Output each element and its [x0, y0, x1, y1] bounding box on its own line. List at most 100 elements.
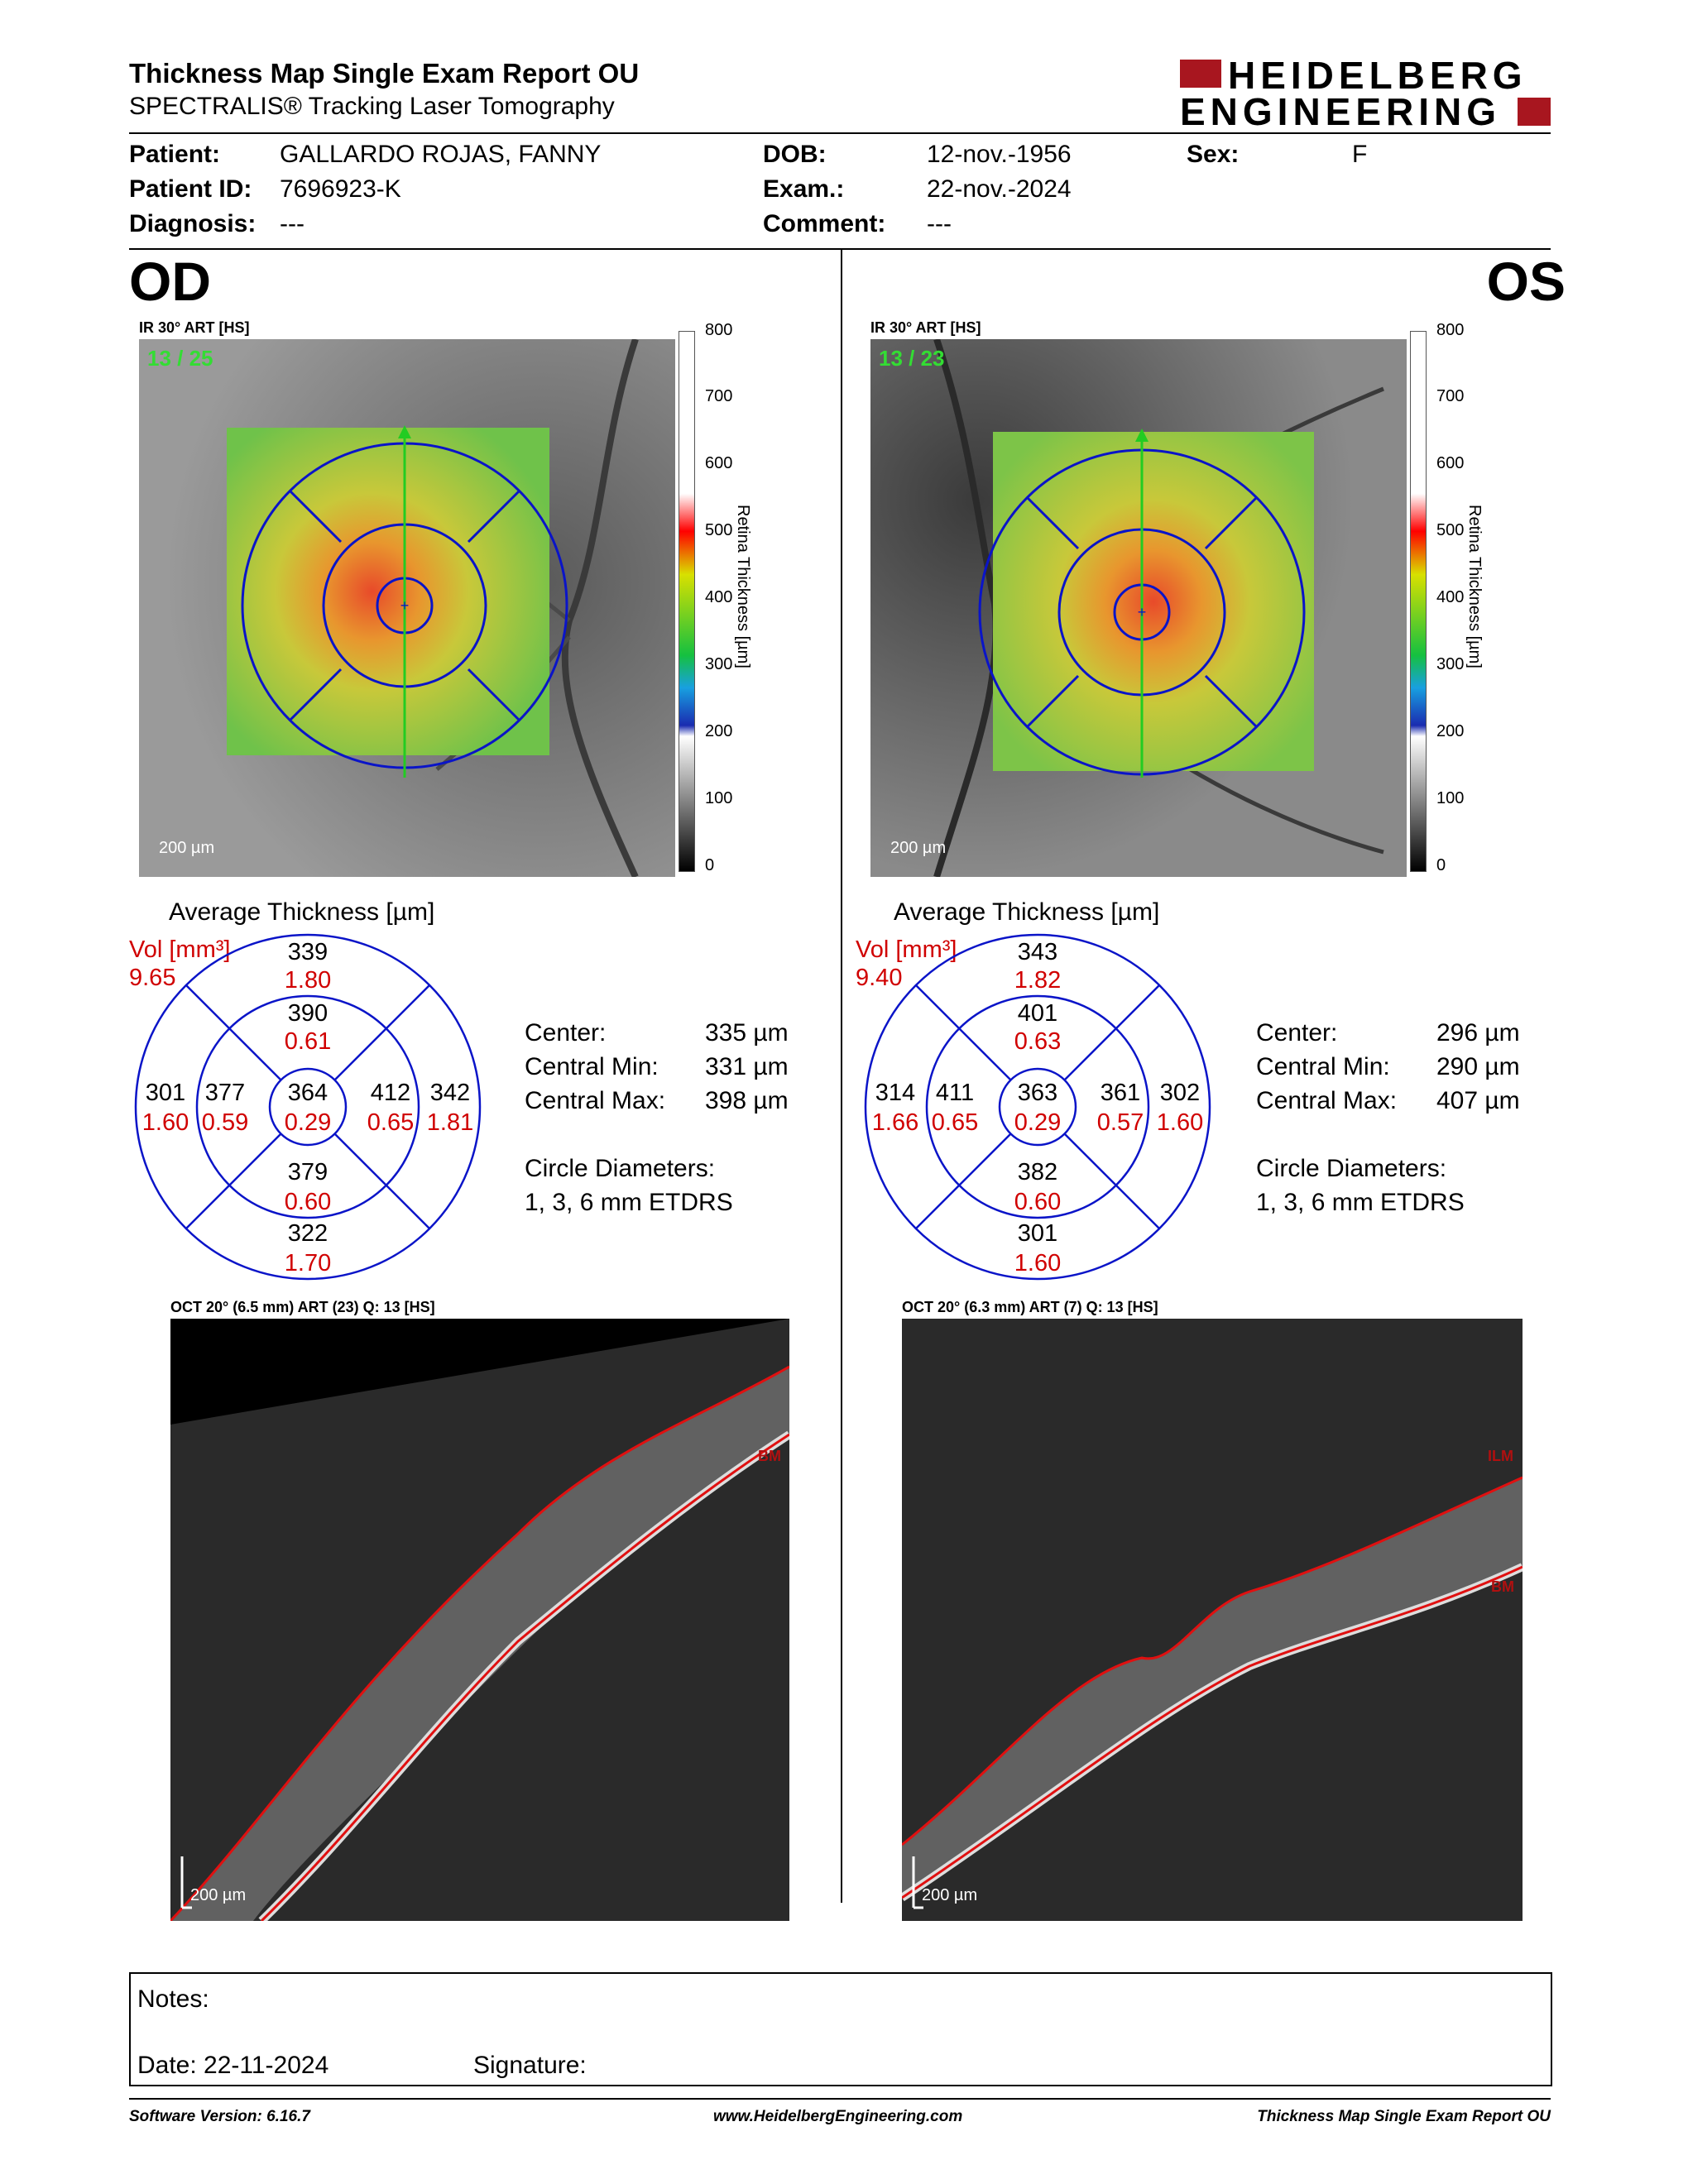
os-tick-0: 0 [1436, 856, 1446, 874]
od-total-volume: 9.65 [129, 965, 176, 991]
patient-name: GALLARDO ROJAS, FANNY [280, 141, 602, 168]
od-temp-outer-vol: 1.60 [142, 1109, 189, 1136]
eye-label-os: OS [1486, 251, 1566, 312]
logo-line1: HEIDELBERG [1228, 54, 1527, 97]
os-tick-800: 800 [1436, 321, 1465, 339]
od-tick-200: 200 [705, 722, 733, 740]
os-sup-outer: 343 [1018, 939, 1057, 965]
od-oct-caption: OCT 20° (6.5 mm) ART (23) Q: 13 [HS] [170, 1299, 435, 1315]
od-central-min-label: Central Min: [525, 1053, 659, 1080]
os-temp-inner: 411 [936, 1080, 974, 1106]
os-inf-outer-vol: 1.60 [1014, 1250, 1061, 1276]
footer-software-version: Software Version: 6.16.7 [129, 2108, 310, 2125]
sex-label: Sex: [1187, 141, 1240, 168]
os-vol-label: Vol [mm³] [856, 936, 957, 963]
od-colorbar [679, 331, 695, 872]
os-nas-outer-vol: 1.60 [1157, 1109, 1203, 1136]
logo-block-bottom [1518, 98, 1551, 126]
os-oct-caption: OCT 20° (6.3 mm) ART (7) Q: 13 [HS] [902, 1299, 1158, 1315]
os-inf-inner-vol: 0.60 [1014, 1189, 1061, 1215]
os-nas-outer: 302 [1160, 1080, 1200, 1106]
od-temp-outer: 301 [146, 1080, 185, 1106]
od-oct-bscan: BM 200 µm [170, 1319, 789, 1921]
od-center-value: 335 µm [705, 1019, 789, 1046]
od-center-vol: 0.29 [285, 1109, 331, 1136]
os-temp-outer: 314 [875, 1080, 915, 1106]
exam-label: Exam.: [763, 175, 845, 203]
od-inf-inner-vol: 0.60 [285, 1189, 331, 1215]
od-scale-bar: 200 µm [159, 839, 215, 857]
od-sup-inner-vol: 0.61 [285, 1028, 331, 1055]
dob-label: DOB: [763, 141, 827, 168]
od-tick-300: 300 [705, 655, 733, 673]
os-temp-outer-vol: 1.66 [872, 1109, 918, 1136]
header-rule [129, 132, 1551, 134]
od-circle-diameters-value: 1, 3, 6 mm ETDRS [525, 1189, 733, 1216]
od-central-max-label: Central Max: [525, 1087, 666, 1114]
os-oct-bscan: ILM BM 200 µm [902, 1319, 1523, 1921]
comment-label: Comment: [763, 210, 886, 237]
os-colorbar [1410, 331, 1427, 872]
patient-id: 7696923-K [280, 175, 401, 203]
os-temp-inner-vol: 0.65 [932, 1109, 978, 1136]
os-tick-400: 400 [1436, 588, 1465, 606]
od-sup-outer: 339 [288, 939, 328, 965]
notes-box: Notes: Date: 22-11-2024 Signature: [129, 1972, 1552, 2086]
report-subtitle: SPECTRALIS® Tracking Laser Tomography [129, 93, 615, 120]
os-etdrs-grid: 343 1.82 401 0.63 314 1.66 411 0.65 363 … [864, 933, 1211, 1281]
notes-date: Date: 22-11-2024 [137, 2052, 329, 2079]
os-oct-scale-bar: 200 µm [922, 1886, 978, 1904]
patient-label: Patient: [129, 141, 221, 168]
os-inf-inner: 382 [1018, 1159, 1057, 1185]
os-total-volume: 9.40 [856, 965, 903, 991]
od-center: 364 [288, 1080, 328, 1106]
od-nas-inner: 412 [371, 1080, 410, 1106]
signature-label: Signature: [473, 2052, 587, 2079]
footer-rule [129, 2098, 1551, 2100]
os-tick-200: 200 [1436, 722, 1465, 740]
od-etdrs-grid: 339 1.80 390 0.61 301 1.60 377 0.59 364 … [134, 933, 482, 1281]
od-oct-bm-label: BM [758, 1448, 781, 1464]
od-tick-600: 600 [705, 454, 733, 472]
patient-rule [129, 248, 1551, 250]
od-average-thickness-title: Average Thickness [µm] [169, 898, 435, 926]
svg-text:+: + [1138, 604, 1147, 620]
od-nas-outer: 342 [430, 1080, 470, 1106]
od-inf-outer-vol: 1.70 [285, 1250, 331, 1276]
dob: 12-nov.-1956 [927, 141, 1072, 168]
od-inf-outer: 322 [288, 1220, 328, 1247]
os-tick-300: 300 [1436, 655, 1465, 673]
os-average-thickness-title: Average Thickness [µm] [894, 898, 1160, 926]
os-tick-500: 500 [1436, 521, 1465, 539]
os-ir-caption: IR 30° ART [HS] [870, 319, 981, 336]
os-circle-diameters-value: 1, 3, 6 mm ETDRS [1256, 1189, 1465, 1216]
od-temp-inner-vol: 0.59 [202, 1109, 248, 1136]
patient-id-label: Patient ID: [129, 175, 252, 203]
os-scan-counter: 13 / 23 [879, 346, 945, 371]
eye-label-od: OD [129, 251, 211, 312]
os-central-max-value: 407 µm [1436, 1087, 1520, 1114]
os-central-max-label: Central Max: [1256, 1087, 1398, 1114]
od-tick-800: 800 [705, 321, 733, 339]
notes-label: Notes: [137, 1985, 209, 2013]
os-tick-600: 600 [1436, 454, 1465, 472]
od-scan-counter: 13 / 25 [147, 346, 213, 371]
logo-block-top [1180, 60, 1221, 88]
os-oct-ilm-label: ILM [1488, 1448, 1513, 1464]
od-tick-400: 400 [705, 588, 733, 606]
comment: --- [927, 210, 952, 237]
diagnosis: --- [280, 210, 305, 237]
footer-report-name: Thickness Map Single Exam Report OU [1257, 2108, 1551, 2125]
report-title: Thickness Map Single Exam Report OU [129, 58, 640, 89]
eye-divider [841, 250, 842, 1903]
od-vol-label: Vol [mm³] [129, 936, 231, 963]
od-tick-0: 0 [705, 856, 715, 874]
od-tick-100: 100 [705, 789, 733, 807]
os-fundus-image: + 13 / 23 200 µm [870, 339, 1407, 877]
od-ir-caption: IR 30° ART [HS] [139, 319, 250, 336]
svg-text:+: + [400, 597, 410, 614]
os-center: 363 [1018, 1080, 1057, 1106]
logo-line2: ENGINEERING [1180, 90, 1502, 133]
od-central-min-value: 331 µm [705, 1053, 789, 1080]
os-central-min-value: 290 µm [1436, 1053, 1520, 1080]
